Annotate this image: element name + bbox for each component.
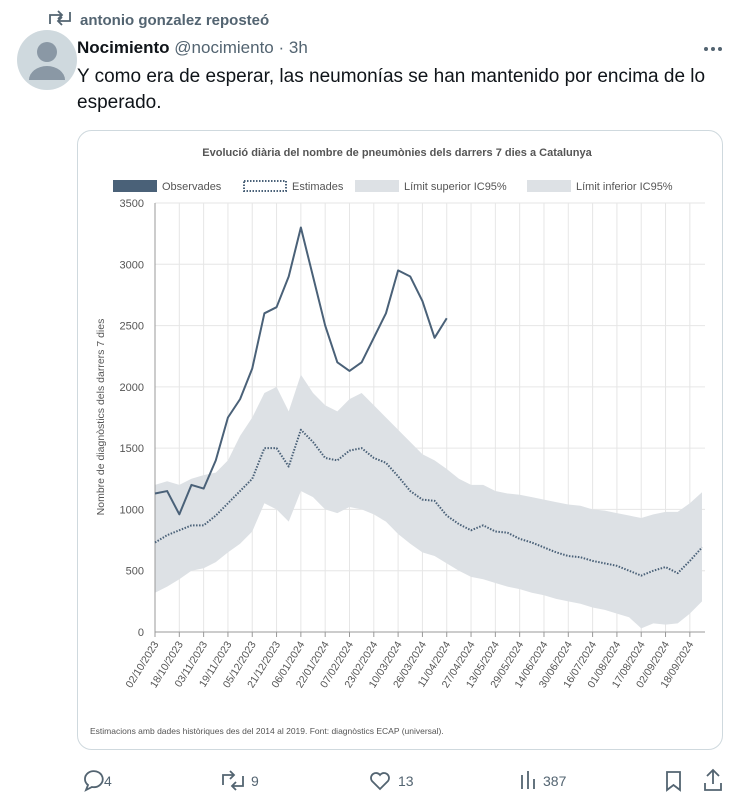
legend-swatch [113,180,157,192]
like-count: 13 [398,773,414,789]
y-tick-label: 2000 [120,382,144,394]
author-handle[interactable]: @nocimiento [174,38,274,57]
legend-label: Límit inferior IC95% [576,181,673,193]
repost-label: antonio gonzalez reposteó [80,12,270,29]
legend-label: Límit superior IC95% [404,181,507,193]
y-tick-label: 2500 [120,321,144,333]
more-menu[interactable] [704,47,722,51]
series-line [154,226,448,516]
reply-count: 4 [104,773,112,789]
legend-swatch [355,180,399,192]
author-line: Nocimiento @nocimiento · 3h [77,38,308,58]
views-icon[interactable] [521,771,535,789]
chart: 050010001500200025003000350002/10/202318… [113,180,705,690]
chart-footnote: Estimacions amb dades històriques des de… [90,726,444,736]
author-name[interactable]: Nocimiento [77,38,170,57]
confidence-band [155,374,702,629]
legend-label: Estimades [292,181,344,193]
separator: · [278,38,285,57]
view-count: 387 [543,773,567,789]
y-axis-label: Nombre de diagnòstics dels darrers 7 die… [95,319,107,516]
action-bar [84,768,722,792]
y-tick-label: 1000 [120,504,144,516]
repost-icon [49,10,71,26]
y-tick-label: 1500 [120,443,144,455]
y-tick-label: 500 [126,566,144,578]
legend-swatch [243,180,287,192]
repost-count: 9 [251,773,259,789]
post-time[interactable]: 3h [288,38,308,57]
y-tick-label: 3000 [120,259,144,271]
y-tick-label: 0 [138,627,144,639]
chart-title: Evolució diària del nombre de pneumònies… [202,147,592,159]
bookmark-icon[interactable] [666,771,681,792]
legend-swatch [527,180,571,192]
repost-button-icon[interactable] [222,770,244,791]
share-icon[interactable] [704,768,722,791]
like-icon[interactable] [370,772,390,791]
series-line [154,428,703,577]
legend-label: Observades [162,181,222,193]
legend-swatch-pattern [243,180,287,192]
y-tick-label: 3500 [120,198,144,210]
tweet-text: Y como era de esperar, las neumonías se … [77,66,706,113]
reply-icon[interactable] [84,770,104,792]
avatar [17,30,77,90]
